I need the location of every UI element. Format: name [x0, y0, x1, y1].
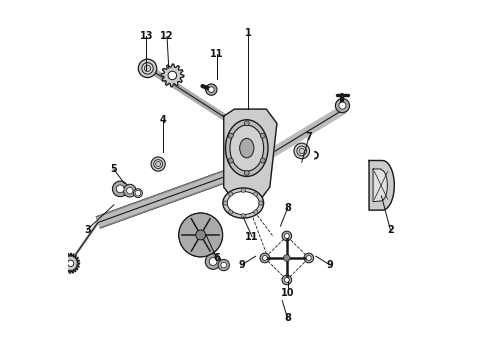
Circle shape — [142, 63, 153, 74]
Text: 5: 5 — [110, 165, 117, 174]
Circle shape — [284, 234, 289, 238]
Text: 6: 6 — [213, 253, 220, 263]
Circle shape — [208, 87, 214, 93]
Circle shape — [138, 59, 157, 77]
Text: 8: 8 — [284, 313, 291, 323]
Text: 2: 2 — [387, 225, 393, 235]
Circle shape — [151, 157, 165, 171]
Text: 12: 12 — [160, 31, 174, 41]
Circle shape — [168, 71, 176, 80]
Ellipse shape — [135, 190, 141, 196]
Text: 11: 11 — [210, 49, 223, 59]
Circle shape — [228, 192, 233, 196]
Circle shape — [126, 188, 133, 194]
Circle shape — [282, 231, 292, 241]
Circle shape — [228, 158, 233, 163]
Circle shape — [221, 262, 226, 268]
Circle shape — [218, 260, 229, 271]
Circle shape — [299, 148, 304, 154]
Text: 1: 1 — [245, 28, 251, 38]
Ellipse shape — [240, 138, 254, 158]
Circle shape — [335, 99, 349, 113]
Circle shape — [112, 181, 128, 197]
Circle shape — [294, 143, 310, 159]
Circle shape — [254, 210, 258, 214]
Circle shape — [282, 275, 292, 285]
Circle shape — [260, 133, 265, 138]
Ellipse shape — [230, 125, 264, 171]
Text: 11: 11 — [245, 232, 259, 242]
Circle shape — [245, 121, 249, 126]
Text: 13: 13 — [140, 31, 153, 41]
Text: 9: 9 — [327, 260, 333, 270]
Circle shape — [241, 188, 245, 192]
Circle shape — [154, 159, 163, 168]
Circle shape — [205, 254, 221, 269]
Ellipse shape — [179, 213, 222, 257]
Polygon shape — [369, 161, 394, 210]
Circle shape — [116, 185, 124, 193]
Text: 4: 4 — [160, 115, 167, 125]
Ellipse shape — [227, 192, 259, 215]
Circle shape — [297, 146, 307, 156]
Circle shape — [228, 210, 233, 214]
Circle shape — [284, 278, 289, 282]
Circle shape — [306, 256, 311, 260]
Circle shape — [254, 192, 258, 196]
Circle shape — [259, 201, 263, 205]
Circle shape — [209, 258, 217, 265]
Text: 7: 7 — [305, 132, 312, 143]
Circle shape — [260, 158, 265, 163]
Ellipse shape — [223, 188, 264, 218]
Circle shape — [304, 253, 314, 263]
Ellipse shape — [134, 189, 143, 198]
Text: 10: 10 — [281, 288, 294, 298]
Polygon shape — [161, 64, 184, 87]
Circle shape — [241, 214, 245, 218]
Circle shape — [223, 201, 228, 205]
Ellipse shape — [196, 230, 206, 240]
Circle shape — [339, 102, 346, 109]
Text: 3: 3 — [84, 225, 91, 235]
Circle shape — [68, 260, 74, 266]
Circle shape — [245, 170, 249, 175]
Ellipse shape — [225, 120, 268, 176]
Polygon shape — [373, 169, 387, 202]
Circle shape — [260, 253, 270, 263]
Circle shape — [156, 162, 161, 167]
Text: 9: 9 — [238, 260, 245, 270]
Polygon shape — [224, 109, 277, 201]
Circle shape — [123, 184, 136, 197]
Polygon shape — [62, 253, 79, 273]
Text: 8: 8 — [284, 203, 291, 213]
Circle shape — [263, 256, 267, 260]
Circle shape — [284, 255, 290, 261]
Circle shape — [228, 133, 233, 138]
Circle shape — [206, 84, 217, 95]
Circle shape — [144, 65, 151, 72]
